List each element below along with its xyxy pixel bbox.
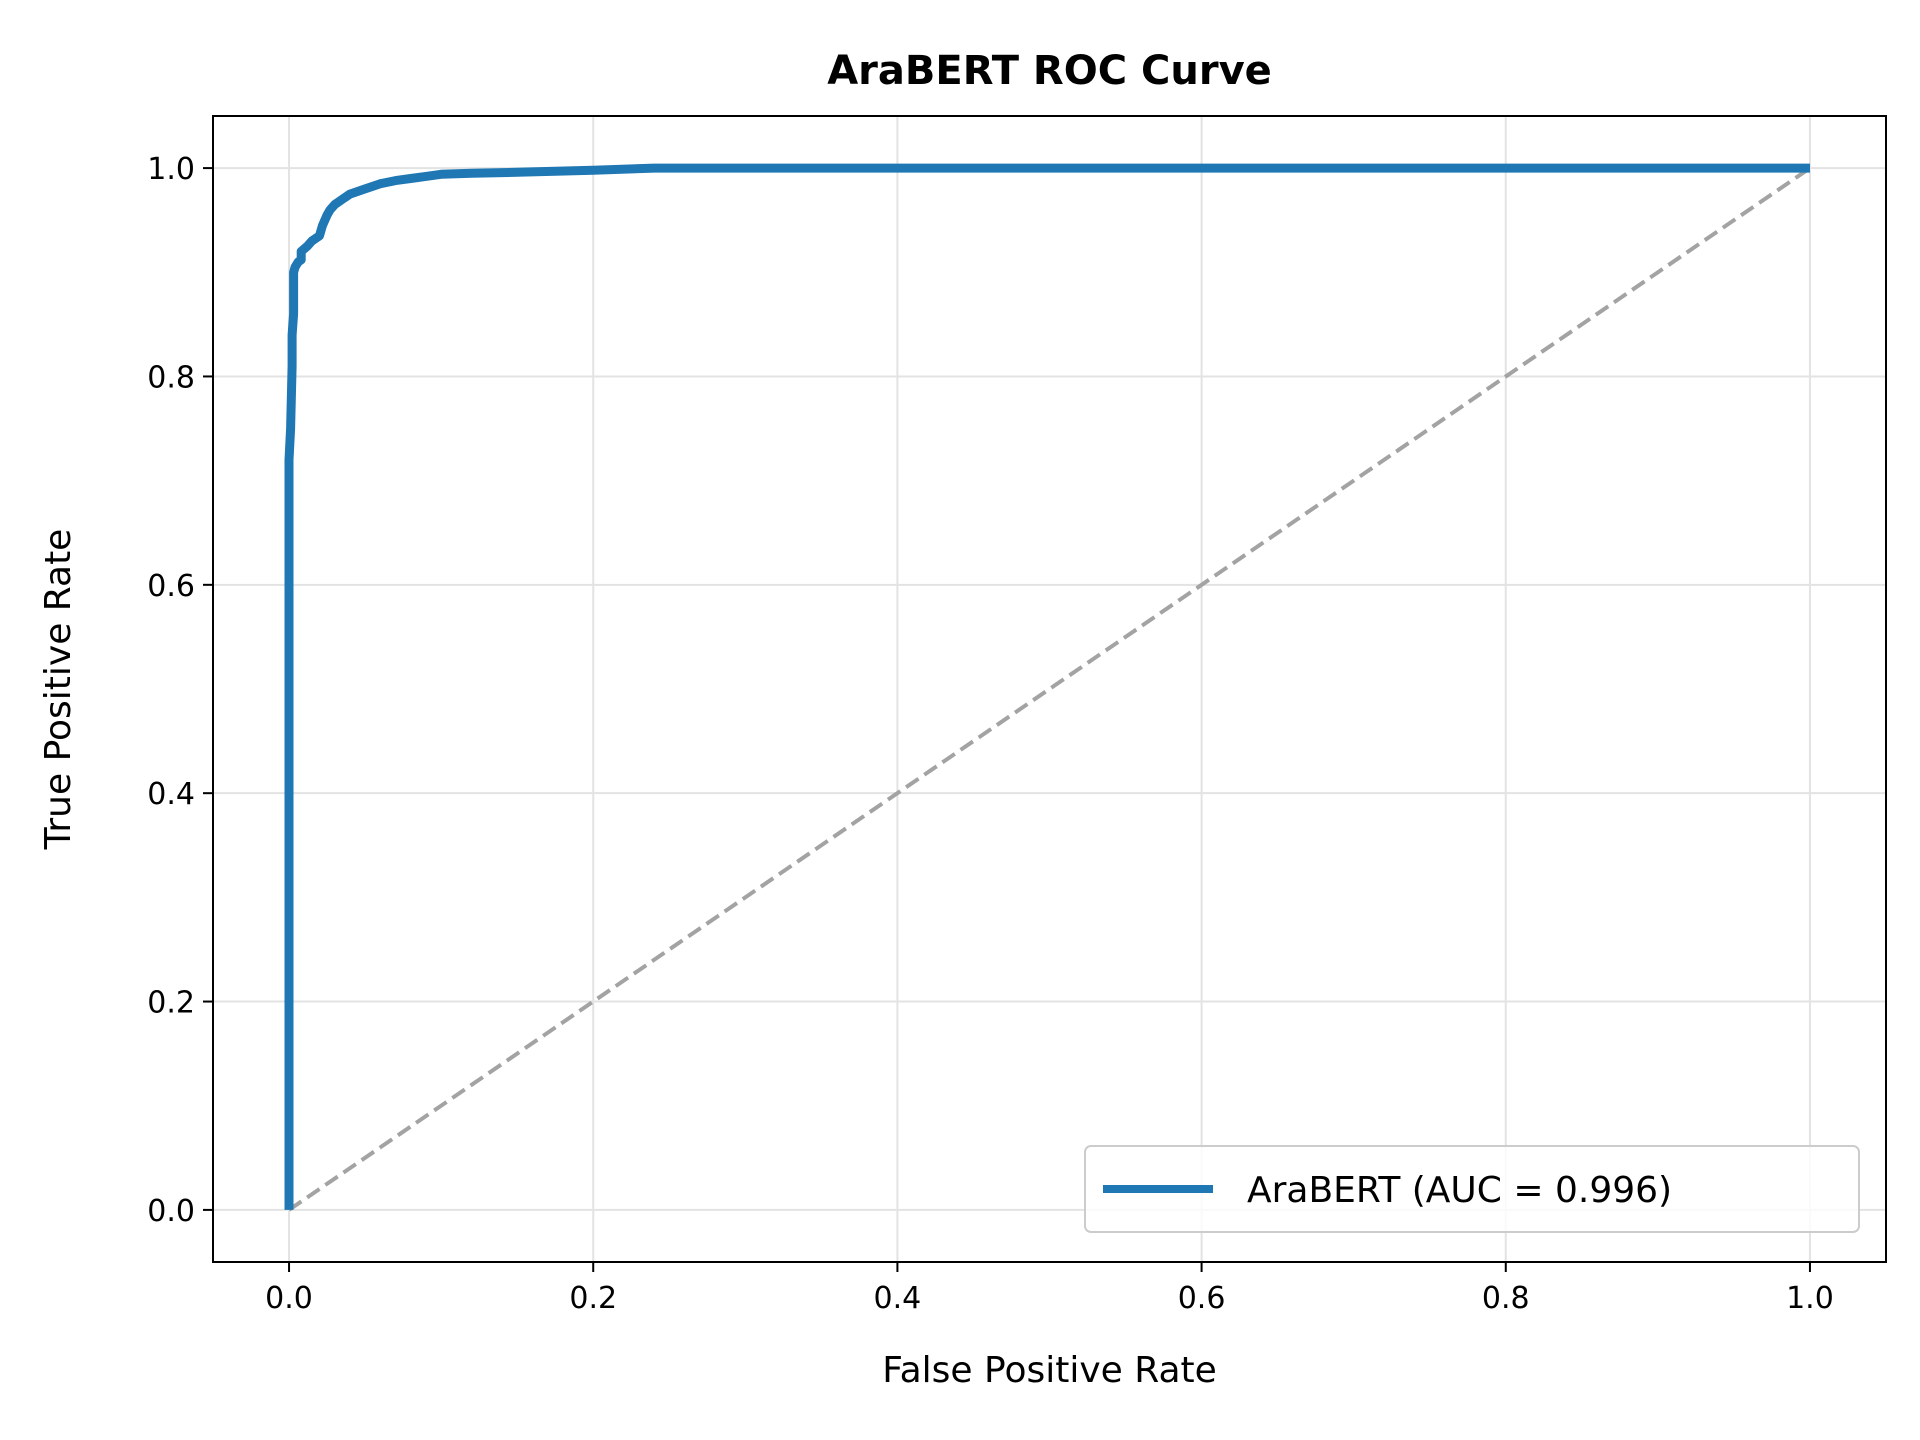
- y-tick-label: 0.8: [147, 360, 195, 395]
- y-tick-label: 0.0: [147, 1194, 195, 1229]
- x-tick-label: 0.4: [874, 1281, 922, 1316]
- y-tick-label: 1.0: [147, 152, 195, 187]
- y-tick-label: 0.6: [147, 569, 195, 604]
- x-tick-label: 0.6: [1178, 1281, 1226, 1316]
- legend-box: [1084, 1145, 1860, 1233]
- plot-lines: [284, 163, 1812, 1212]
- x-axis-ticks: 0.0 0.2 0.4 0.6 0.8 1.0: [265, 1262, 1834, 1316]
- y-tick-label: 0.4: [147, 777, 195, 812]
- x-tick-label: 0.2: [569, 1281, 617, 1316]
- plot-frame: [212, 115, 1887, 1263]
- x-tick-label: 0.8: [1482, 1281, 1530, 1316]
- legend-label-arabert: AraBERT (AUC = 0.996): [1247, 1170, 1672, 1211]
- y-axis-ticks: 0.0 0.2 0.4 0.6 0.8 1.0: [147, 152, 213, 1229]
- x-tick-label: 0.0: [265, 1281, 313, 1316]
- chart-title: AraBERT ROC Curve: [827, 48, 1272, 94]
- y-tick-label: 0.2: [147, 986, 195, 1021]
- series-line-arabert: [284, 163, 1810, 1210]
- legend: AraBERT (AUC = 0.996): [1084, 1145, 1860, 1233]
- x-axis-label: False Positive Rate: [882, 1350, 1217, 1391]
- x-tick-label: 1.0: [1786, 1281, 1834, 1316]
- y-axis-label: True Positive Rate: [38, 529, 79, 851]
- grid-lines: [213, 116, 1886, 1262]
